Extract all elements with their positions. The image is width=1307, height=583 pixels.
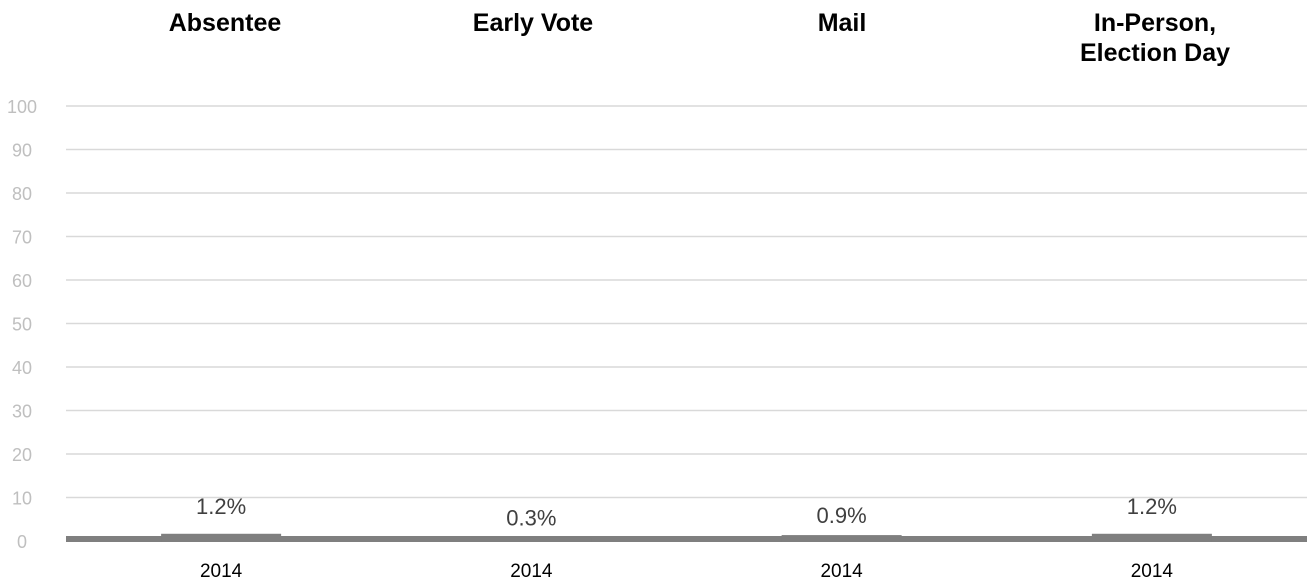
x-axis-baseline: [66, 536, 1307, 542]
x-tick-label: 2014: [820, 561, 863, 582]
y-axis-ticks: 0 10 20 30 40 50 60 70 80 90 100: [7, 97, 37, 552]
y-tick-label: 90: [12, 141, 32, 161]
y-tick-label: 40: [12, 358, 32, 378]
x-tick-label: 2014: [200, 561, 243, 582]
panel-title-line: Mail: [817, 9, 867, 37]
y-tick-label: 70: [12, 228, 32, 248]
data-label: 0.9%: [817, 503, 867, 528]
y-tick-label: 50: [12, 315, 32, 335]
bar: [471, 537, 592, 542]
panel-title: In-Person, Election Day: [1025, 8, 1285, 68]
bar: [781, 535, 902, 542]
data-label: 1.2%: [1127, 494, 1177, 519]
panel-title-line: In-Person,: [1093, 9, 1217, 37]
data-label: 1.2%: [196, 494, 246, 519]
y-tick-label: 10: [12, 489, 32, 509]
y-tick-label: 100: [7, 97, 37, 117]
panel-title: Early Vote: [403, 8, 663, 38]
y-tick-label: 20: [12, 445, 32, 465]
panel-title-line: Election Day: [1079, 39, 1231, 67]
panel-title-line: Absentee: [168, 9, 282, 37]
bar: [161, 533, 282, 542]
bars: [66, 533, 1307, 542]
bar: [1091, 533, 1212, 542]
y-tick-label: 30: [12, 402, 32, 422]
panel-title: Absentee: [95, 8, 355, 38]
x-tick-label: 2014: [1131, 561, 1174, 582]
data-labels: 1.2% 0.3% 0.9% 1.2%: [196, 494, 1177, 531]
y-tick-label: 0: [17, 532, 27, 552]
panel-title: Mail: [712, 8, 972, 38]
gridlines: [66, 105, 1307, 499]
y-tick-label: 60: [12, 271, 32, 291]
y-tick-label: 80: [12, 184, 32, 204]
data-label: 0.3%: [506, 506, 556, 531]
panel-title-line: Early Vote: [472, 9, 594, 37]
x-tick-label: 2014: [510, 561, 553, 582]
x-axis-ticks: 2014 2014 2014 2014: [200, 561, 1173, 582]
